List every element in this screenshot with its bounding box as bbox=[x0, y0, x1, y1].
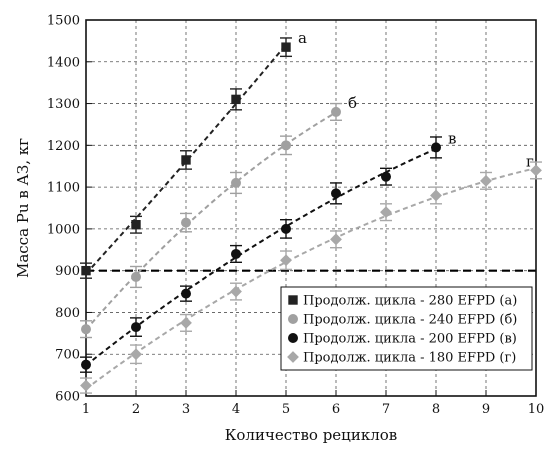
y-tick-label: 800 bbox=[55, 306, 80, 321]
data-point bbox=[131, 220, 141, 230]
x-tick-label: 3 bbox=[182, 402, 190, 417]
plot-frame bbox=[85, 19, 537, 397]
x-tick-label: 10 bbox=[528, 402, 545, 417]
y-tick-label: 1500 bbox=[47, 14, 80, 29]
legend-label: Продолж. цикла - 200 EFPD (в) bbox=[303, 332, 517, 347]
legend-box bbox=[280, 286, 533, 371]
series-layer bbox=[80, 37, 542, 394]
series-fit-line bbox=[85, 167, 537, 390]
data-point bbox=[281, 42, 291, 52]
data-point bbox=[231, 177, 241, 188]
x-tick-label: 6 bbox=[332, 402, 340, 417]
data-point bbox=[381, 171, 391, 182]
data-point bbox=[431, 142, 441, 153]
data-point bbox=[331, 106, 341, 117]
data-point bbox=[180, 316, 192, 329]
y-tick-label: 1300 bbox=[47, 97, 80, 112]
legend-marker bbox=[288, 314, 298, 324]
x-tick-label: 8 bbox=[432, 402, 440, 417]
series-2 bbox=[80, 136, 442, 373]
y-tick-label: 900 bbox=[55, 264, 80, 279]
y-tick-label: 1400 bbox=[47, 55, 80, 70]
data-point bbox=[230, 285, 242, 298]
legend-marker bbox=[288, 295, 298, 305]
series-0 bbox=[80, 37, 292, 279]
y-tick-label: 1200 bbox=[47, 139, 80, 154]
series-fit-line bbox=[85, 111, 337, 331]
x-tick-label: 4 bbox=[232, 402, 240, 417]
curve-label-1: б bbox=[348, 94, 357, 112]
data-point bbox=[131, 271, 141, 282]
data-point bbox=[81, 265, 91, 276]
legend-label: Продолж. цикла - 180 EFPD (г) bbox=[303, 351, 516, 366]
data-point bbox=[231, 248, 241, 259]
legend-label: Продолж. цикла - 240 EFPD (б) bbox=[303, 313, 517, 328]
x-tick-label: 7 bbox=[382, 402, 390, 417]
x-tick-label: 2 bbox=[132, 402, 140, 417]
data-point bbox=[430, 189, 442, 202]
legend-item: Продолж. цикла - 240 EFPD (б) bbox=[288, 313, 517, 328]
data-point bbox=[181, 155, 191, 165]
curve-labels: а б в г bbox=[298, 29, 534, 170]
series-fit-line bbox=[85, 147, 437, 367]
legend-item: Продолж. цикла - 280 EFPD (а) bbox=[288, 294, 517, 309]
x-tick-label: 5 bbox=[282, 402, 290, 417]
curve-label-3: г bbox=[526, 152, 534, 170]
legend-item: Продолж. цикла - 200 EFPD (в) bbox=[288, 332, 517, 347]
y-tick-label: 1100 bbox=[47, 181, 80, 196]
data-point bbox=[281, 140, 291, 151]
data-point bbox=[380, 206, 392, 219]
data-point bbox=[181, 217, 191, 228]
data-point bbox=[280, 254, 292, 267]
data-point bbox=[131, 322, 141, 333]
legend-marker bbox=[287, 351, 299, 363]
legend-label: Продолж. цикла - 280 EFPD (а) bbox=[303, 294, 517, 309]
data-point bbox=[331, 188, 341, 199]
x-tick-label: 9 bbox=[482, 402, 490, 417]
x-tick-label: 1 bbox=[82, 402, 90, 417]
data-point bbox=[80, 379, 92, 392]
series-1 bbox=[80, 102, 342, 339]
y-tick-label: 700 bbox=[55, 348, 80, 363]
data-point bbox=[81, 359, 91, 370]
legend-item: Продолж. цикла - 180 EFPD (г) bbox=[287, 351, 516, 366]
y-tick-label: 1000 bbox=[47, 222, 80, 237]
legend: Продолж. цикла - 280 EFPD (а) Продолж. ци… bbox=[280, 286, 533, 371]
curve-label-2: в bbox=[448, 129, 456, 147]
legend-marker bbox=[288, 333, 298, 343]
y-tick-label: 600 bbox=[55, 390, 80, 405]
curve-label-0: а bbox=[298, 29, 307, 47]
data-point bbox=[81, 324, 91, 335]
data-point bbox=[530, 164, 542, 177]
data-point bbox=[130, 348, 142, 361]
data-point bbox=[330, 233, 342, 246]
x-axis-title: Количество рециклов bbox=[225, 426, 397, 444]
ticks: 1 2 3 4 5 6 7 8 9 10 600 700 800 900 1000 1100 1200 1300 1… bbox=[47, 14, 544, 418]
data-point bbox=[231, 94, 241, 105]
data-point bbox=[181, 288, 191, 299]
y-axis-title: Масса Pu в АЗ, кг bbox=[14, 138, 32, 278]
data-point bbox=[480, 174, 492, 187]
data-point bbox=[281, 223, 291, 234]
series-3 bbox=[80, 161, 542, 394]
